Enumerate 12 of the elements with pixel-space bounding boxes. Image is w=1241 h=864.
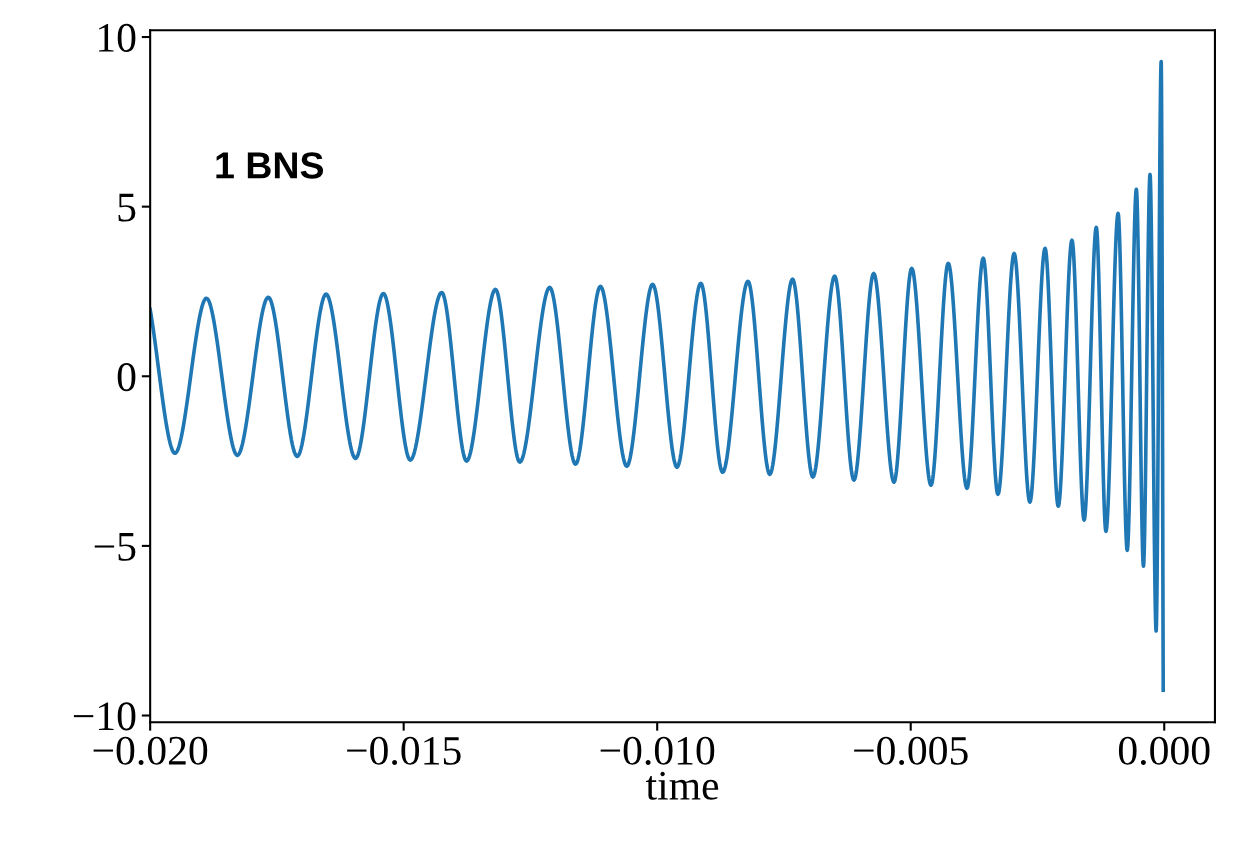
x-tick-label: −0.010 xyxy=(600,736,715,765)
x-axis-title: time xyxy=(645,771,719,800)
y-tick-label: 5 xyxy=(118,193,136,222)
annotation: 1 BNS xyxy=(216,152,324,179)
x-tick-label: 0.000 xyxy=(1118,736,1210,765)
y-tick-label: 10 xyxy=(98,23,136,52)
x-tick-label: −0.020 xyxy=(93,736,208,765)
x-tick-label: −0.015 xyxy=(347,736,461,765)
y-tick-label: −10 xyxy=(73,702,136,731)
y-tick-label: −5 xyxy=(94,533,136,561)
y-tick-label: 0 xyxy=(117,363,136,392)
x-tick-label: −0.005 xyxy=(854,736,968,765)
